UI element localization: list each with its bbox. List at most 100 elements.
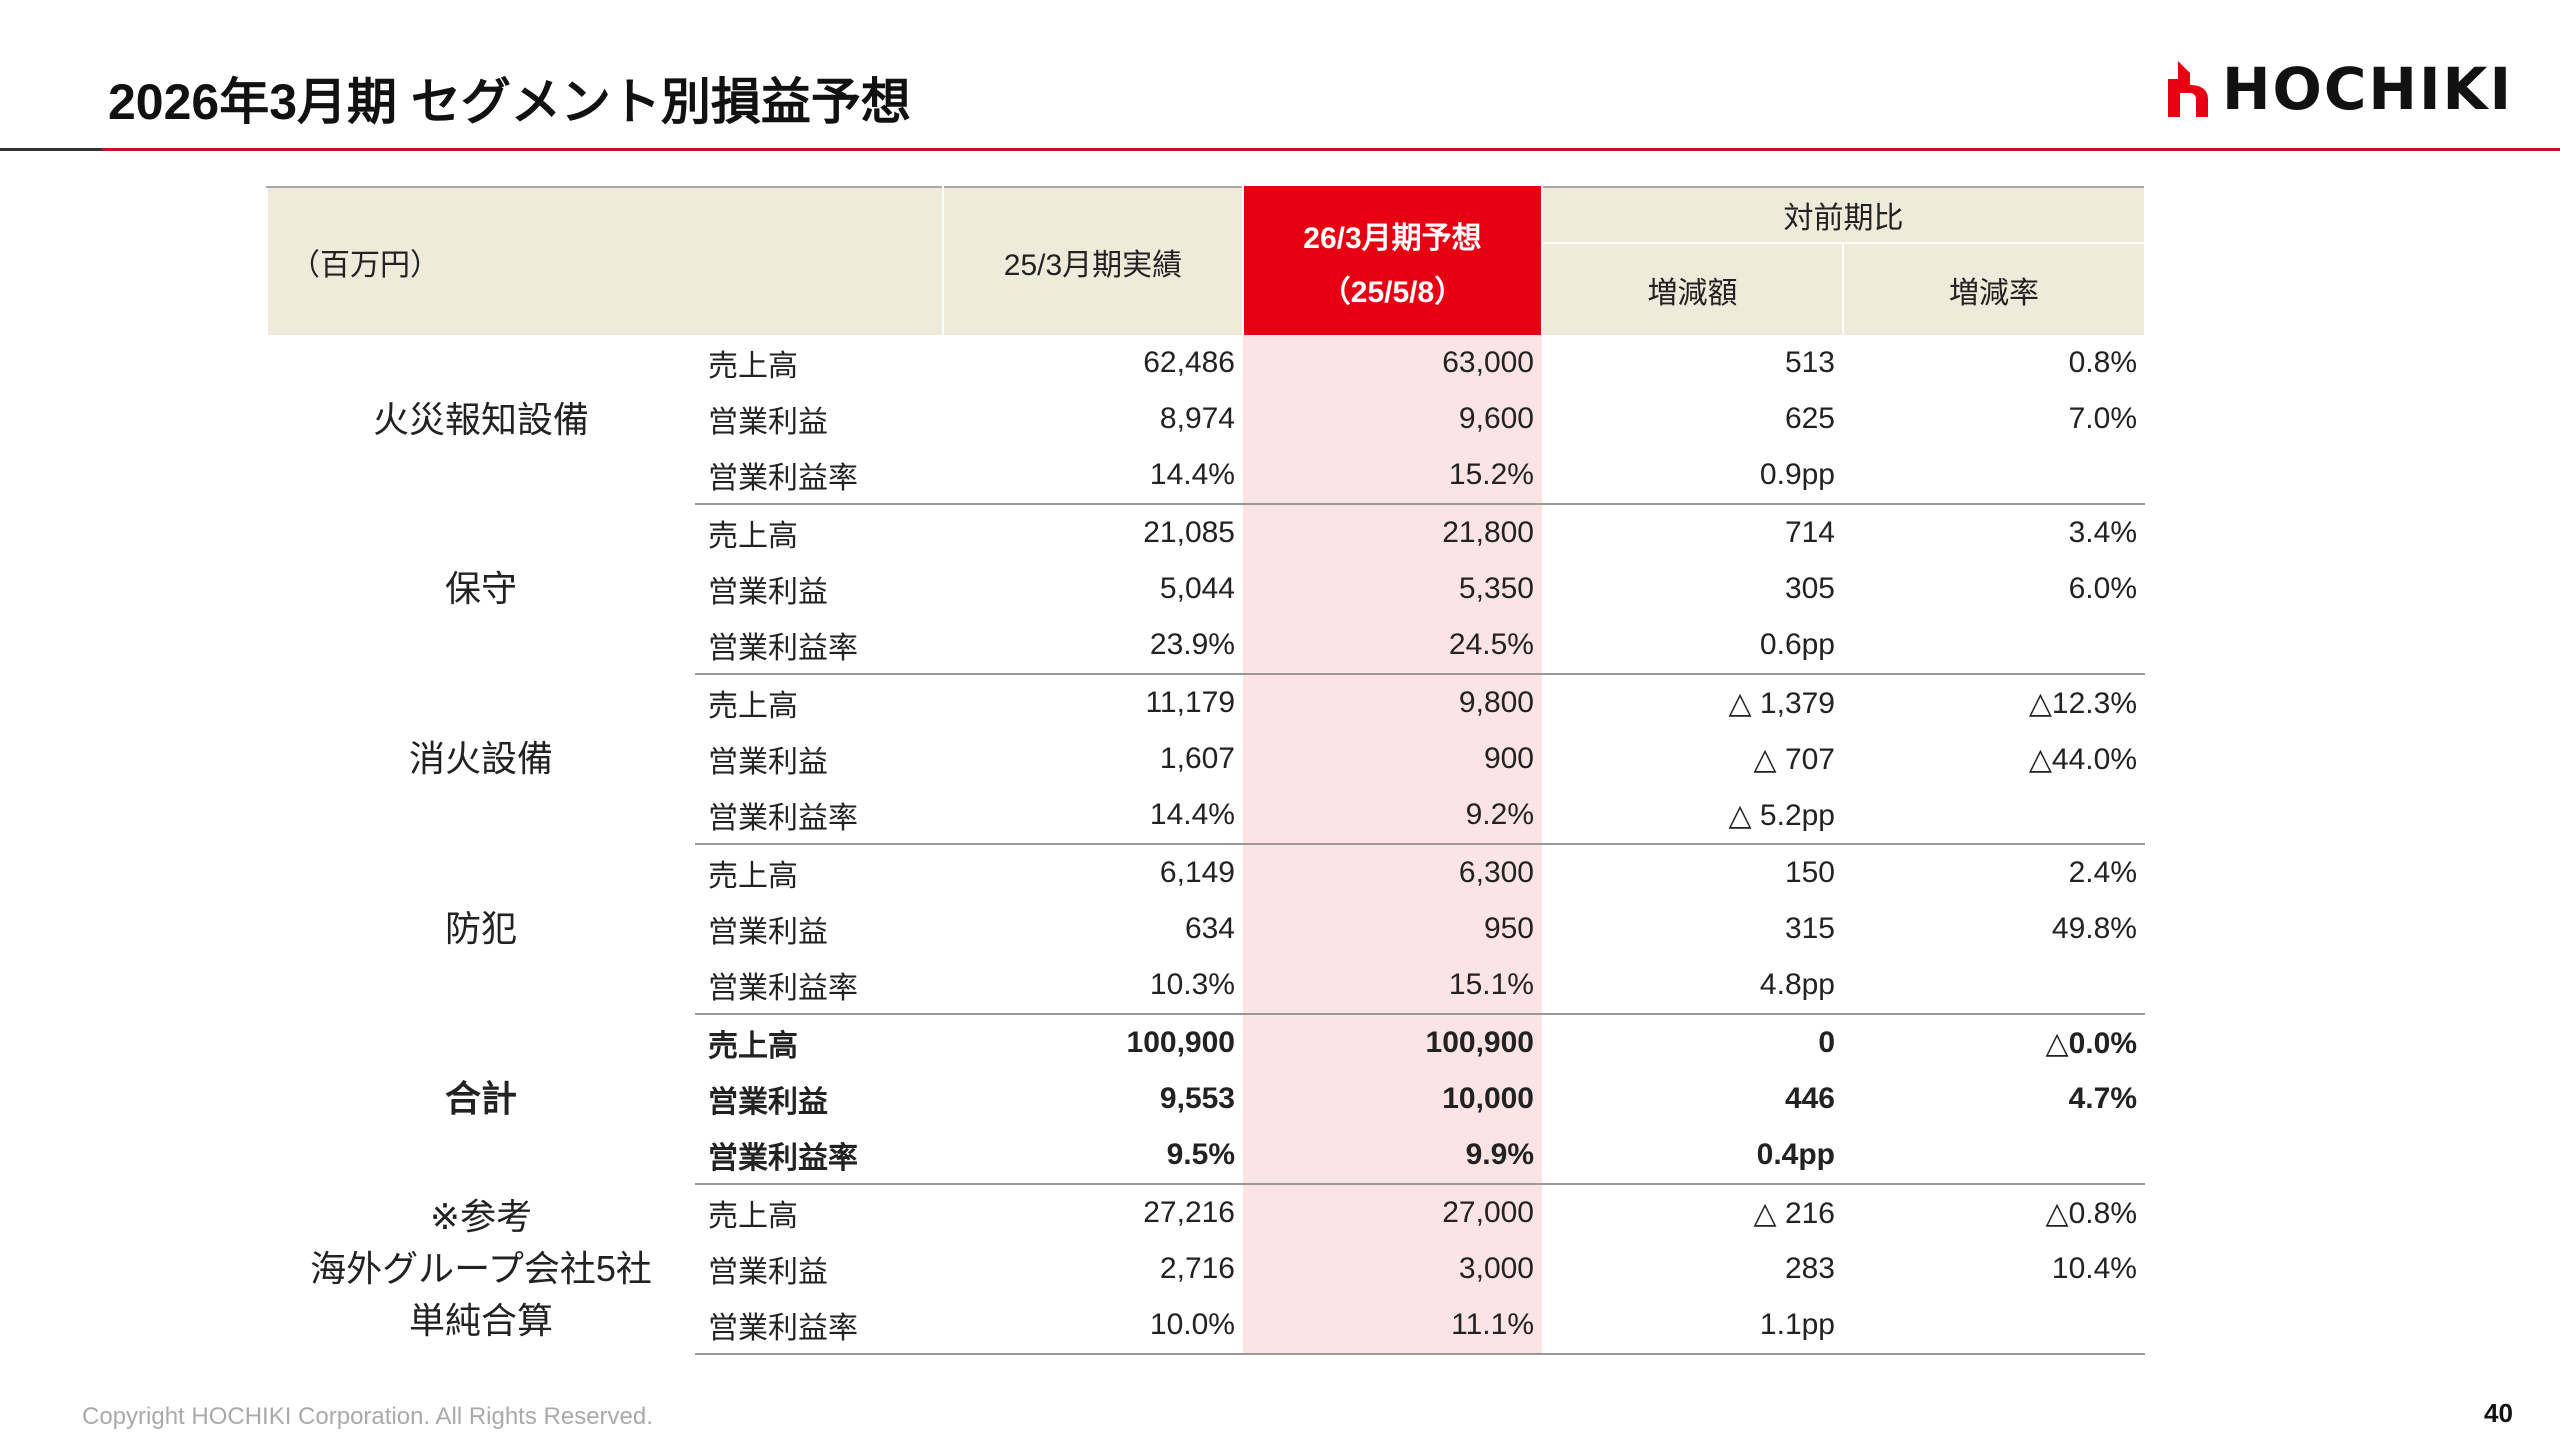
actual-cell: 23.9%	[943, 617, 1243, 675]
change-cell: △ 216	[1753, 1196, 1835, 1230]
segment-name-line: 海外グループ会社5社	[310, 1248, 652, 1289]
rate-cell: △0.8%	[2045, 1196, 2137, 1230]
column-header: 増減率	[1842, 242, 2146, 335]
segment-group: 合計 売上高 100,900 100,900 0 △0.0% 営業利益 9,553 10,000…	[267, 1014, 2145, 1185]
change-cell: 4.8pp	[1542, 957, 1843, 1015]
table-row: 営業利益 2,716 3,000 283 10.4%	[267, 1241, 2145, 1297]
forecast-cell: 27,000	[1243, 1184, 1542, 1241]
rate-cell: △12.3%	[2028, 686, 2137, 720]
table-row: 営業利益 1,607 900 △ 707 △44.0%	[267, 731, 2145, 787]
rate-cell: 7.0%	[2068, 402, 2137, 435]
item-label: 営業利益	[708, 1256, 828, 1289]
table-row: 営業利益率 9.5% 9.9% 0.4pp	[267, 1127, 2145, 1185]
segment-table: （百万円） 25/3月期実績 26/3月期予想 （25/5/8） 対前期比 増減…	[266, 186, 2146, 1355]
segment-name-line: 合計	[444, 1078, 517, 1119]
actual-cell: 1,607	[1159, 742, 1235, 775]
actual-cell: 9,553	[1159, 1082, 1235, 1115]
segment-group: 消火設備 売上高 11,179 9,800 △ 1,379 △12.3% 営業利益 1,607…	[267, 674, 2145, 845]
segment-group: ※参考 海外グループ会社5社 単純合算 売上高 27,216 27,000 △ 216 △0.…	[267, 1184, 2145, 1355]
forecast-cell: 9.2%	[1243, 787, 1542, 845]
forecast-cell: 11.1%	[1243, 1297, 1542, 1355]
table-row: 火災報知設備 売上高 62,486 63,000 513 0.8%	[267, 335, 2145, 440]
rate-cell: 3.4%	[2068, 516, 2137, 549]
change-cell: 1.1pp	[1542, 1297, 1843, 1355]
table-row: 保守 売上高 21,085 21,800 714 3.4%	[267, 504, 2145, 609]
forecast-cell: 24.5%	[1243, 617, 1542, 675]
actual-cell: 8,974	[1159, 402, 1235, 435]
forecast-cell: 15.2%	[1243, 447, 1542, 505]
column-header: 増減額	[1541, 242, 1844, 335]
item-label: 営業利益率	[695, 787, 943, 845]
table-row: 営業利益 634 950 315 49.8%	[267, 901, 2145, 957]
change-cell: 446	[1784, 1082, 1835, 1115]
item-label: 売上高	[708, 1200, 798, 1233]
column-header: 25/3月期実績	[942, 186, 1244, 335]
actual-cell: 14.4%	[943, 787, 1243, 845]
segment-name-line: 防犯	[444, 908, 517, 949]
item-label: 営業利益	[708, 1086, 828, 1119]
change-cell: 0	[1818, 1026, 1835, 1059]
segment-name: ※参考 海外グループ会社5社 単純合算	[267, 1184, 695, 1354]
table-row: 防犯 売上高 6,149 6,300 150 2.4%	[267, 844, 2145, 949]
table-row: 営業利益 9,553 10,000 446 4.7%	[267, 1071, 2145, 1127]
rate-cell: 10.4%	[2051, 1252, 2137, 1285]
change-cell: 513	[1784, 346, 1835, 379]
segment-group: 火災報知設備 売上高 62,486 63,000 513 0.8% 営業利益 8,974 9,6…	[267, 335, 2145, 505]
item-label: 売上高	[708, 690, 798, 723]
table-row: 営業利益 8,974 9,600 625 7.0%	[267, 391, 2145, 447]
rate-cell	[1843, 447, 2145, 505]
forecast-cell: 63,000	[1243, 335, 1542, 391]
item-label: 営業利益	[708, 746, 828, 779]
rate-cell	[1843, 787, 2145, 845]
item-label: 営業利益	[708, 916, 828, 949]
actual-cell: 9.5%	[943, 1127, 1243, 1185]
forecast-cell: 9.9%	[1243, 1127, 1542, 1185]
segment-name: 消火設備	[267, 674, 695, 844]
slide-title: 2026年3月期 セグメント別損益予想	[108, 74, 911, 130]
segment-name: 保守	[267, 504, 695, 674]
logo-mark	[2168, 61, 2208, 117]
change-cell: 0.9pp	[1542, 447, 1843, 505]
item-label: 営業利益率	[695, 1127, 943, 1185]
actual-cell: 5,044	[1159, 572, 1235, 605]
forecast-cell: 9,800	[1243, 674, 1542, 731]
table-row: 営業利益率 14.4% 9.2% △ 5.2pp	[267, 787, 2145, 845]
item-label: 営業利益率	[695, 447, 943, 505]
change-cell: 625	[1784, 402, 1835, 435]
table-row: 営業利益 5,044 5,350 305 6.0%	[267, 561, 2145, 617]
rate-cell	[1843, 617, 2145, 675]
segment-name: 合計	[267, 1014, 695, 1184]
segment-name-line: 火災報知設備	[372, 398, 589, 440]
item-label: 営業利益	[708, 406, 828, 439]
segment-name-line: 単純合算	[408, 1300, 553, 1341]
change-cell: 0.6pp	[1542, 617, 1843, 675]
table-row: 営業利益率 10.3% 15.1% 4.8pp	[267, 957, 2145, 1015]
table-row: 消火設備 売上高 11,179 9,800 △ 1,379 △12.3%	[267, 674, 2145, 779]
segment-name: 火災報知設備	[267, 335, 695, 504]
actual-cell: 10.3%	[943, 957, 1243, 1015]
segment-name-line: 消火設備	[408, 738, 553, 779]
segment-name: 防犯	[267, 844, 695, 1014]
table-row: 営業利益率 23.9% 24.5% 0.6pp	[267, 617, 2145, 675]
header-rule	[0, 148, 102, 151]
table-row: 営業利益率 10.0% 11.1% 1.1pp	[267, 1297, 2145, 1355]
header-line: 26/3月期予想	[1303, 221, 1482, 255]
unit-header: （百万円）	[266, 186, 944, 335]
rate-cell	[1843, 1297, 2145, 1355]
table-row: 合計 売上高 100,900 100,900 0 △0.0%	[267, 1014, 2145, 1119]
rate-cell	[1843, 957, 2145, 1015]
actual-cell: 62,486	[1143, 346, 1235, 379]
column-header: 対前期比	[1541, 186, 2146, 243]
actual-cell: 27,216	[1143, 1196, 1235, 1229]
rate-cell: 49.8%	[2051, 912, 2137, 945]
copyright: Copyright HOCHIKI Corporation. All Right…	[82, 1403, 653, 1430]
forecast-cell: 900	[1243, 731, 1542, 787]
header-line: （25/5/8）	[1320, 275, 1465, 309]
change-cell: 150	[1784, 856, 1835, 889]
actual-cell: 11,179	[1145, 686, 1235, 719]
forecast-cell: 6,300	[1243, 844, 1542, 901]
segment-name-line: 保守	[444, 568, 517, 609]
page-number: 40	[2484, 1398, 2513, 1428]
forecast-cell: 5,350	[1243, 561, 1542, 617]
